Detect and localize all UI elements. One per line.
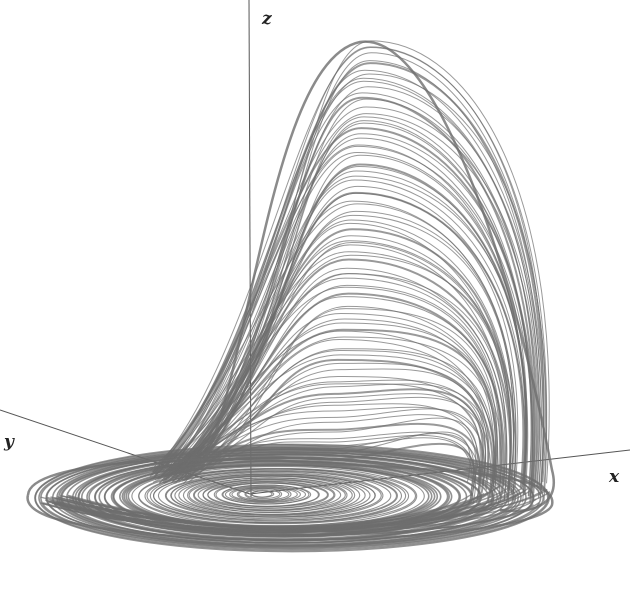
lift-loop	[155, 62, 545, 491]
spiral-orbit	[144, 468, 410, 524]
lift-loop	[183, 305, 502, 503]
lift-loop	[169, 431, 480, 503]
spiral-orbit	[202, 480, 335, 509]
spiral-orbit	[193, 478, 346, 512]
spiral-orbit	[238, 487, 290, 501]
lift-loop	[173, 396, 486, 485]
return-fold	[55, 491, 551, 533]
lift-loop	[171, 379, 486, 486]
x-axis-label: x	[608, 467, 620, 487]
lift-loop	[153, 254, 512, 482]
lift-loop	[188, 116, 532, 496]
lift-loop	[182, 163, 529, 495]
spiral-orbit	[231, 487, 298, 502]
spiral-orbit	[164, 471, 384, 520]
return-fold	[50, 499, 543, 535]
spiral-orbit	[197, 479, 342, 511]
lift-loop	[186, 434, 476, 505]
spiral-orbit	[138, 465, 418, 527]
lift-loop	[178, 96, 536, 501]
spiral-orbit	[221, 484, 312, 505]
return-fold	[50, 488, 548, 528]
lift-loop	[175, 210, 515, 485]
lift-loop	[185, 414, 477, 490]
spiral-orbit	[152, 469, 398, 522]
lift-loop	[160, 145, 528, 483]
outer-envelope	[198, 40, 555, 513]
trajectory-curves	[26, 40, 555, 553]
spiral-orbit	[138, 467, 417, 525]
spiral-orbit	[215, 482, 319, 507]
spiral-orbit	[174, 474, 371, 517]
lift-loop	[178, 122, 532, 497]
spiral-orbit	[229, 486, 301, 503]
lift-loop	[163, 228, 512, 492]
lift-loop	[171, 349, 490, 490]
y-axis-label: y	[3, 432, 15, 452]
base-envelope	[26, 458, 554, 542]
lift-loop	[186, 358, 494, 498]
spiral-orbit	[224, 485, 307, 504]
spiral-orbit	[38, 446, 545, 550]
lift-loop	[170, 348, 495, 490]
lift-loop	[164, 339, 496, 504]
lift-loop	[185, 393, 481, 485]
spiral-orbit	[245, 489, 281, 500]
spiral-orbit	[45, 447, 535, 548]
spiral-orbit	[170, 473, 376, 518]
lift-loop	[150, 47, 548, 489]
lift-loop	[181, 368, 486, 486]
spiral-orbit	[153, 470, 398, 521]
lift-loop	[175, 52, 548, 504]
lift-loop	[188, 308, 498, 483]
z-axis-label: z	[261, 9, 272, 29]
lift-loop	[174, 312, 496, 488]
lift-loop	[170, 284, 502, 489]
lift-loop	[181, 60, 542, 499]
lift-loop	[180, 40, 550, 484]
lift-loop	[175, 422, 482, 500]
spiral-orbit	[250, 490, 275, 498]
lift-loop	[167, 383, 489, 483]
lift-loop	[171, 86, 542, 489]
spiral-orbit	[178, 475, 366, 516]
lift-loop	[159, 200, 517, 493]
spiral-orbit	[165, 473, 382, 518]
spiral-orbit	[207, 482, 329, 508]
lift-loop	[172, 185, 526, 503]
lift-loop	[176, 408, 482, 485]
return-fold	[40, 487, 523, 527]
spiral-orbit	[188, 477, 353, 513]
lift-loop	[171, 328, 497, 485]
